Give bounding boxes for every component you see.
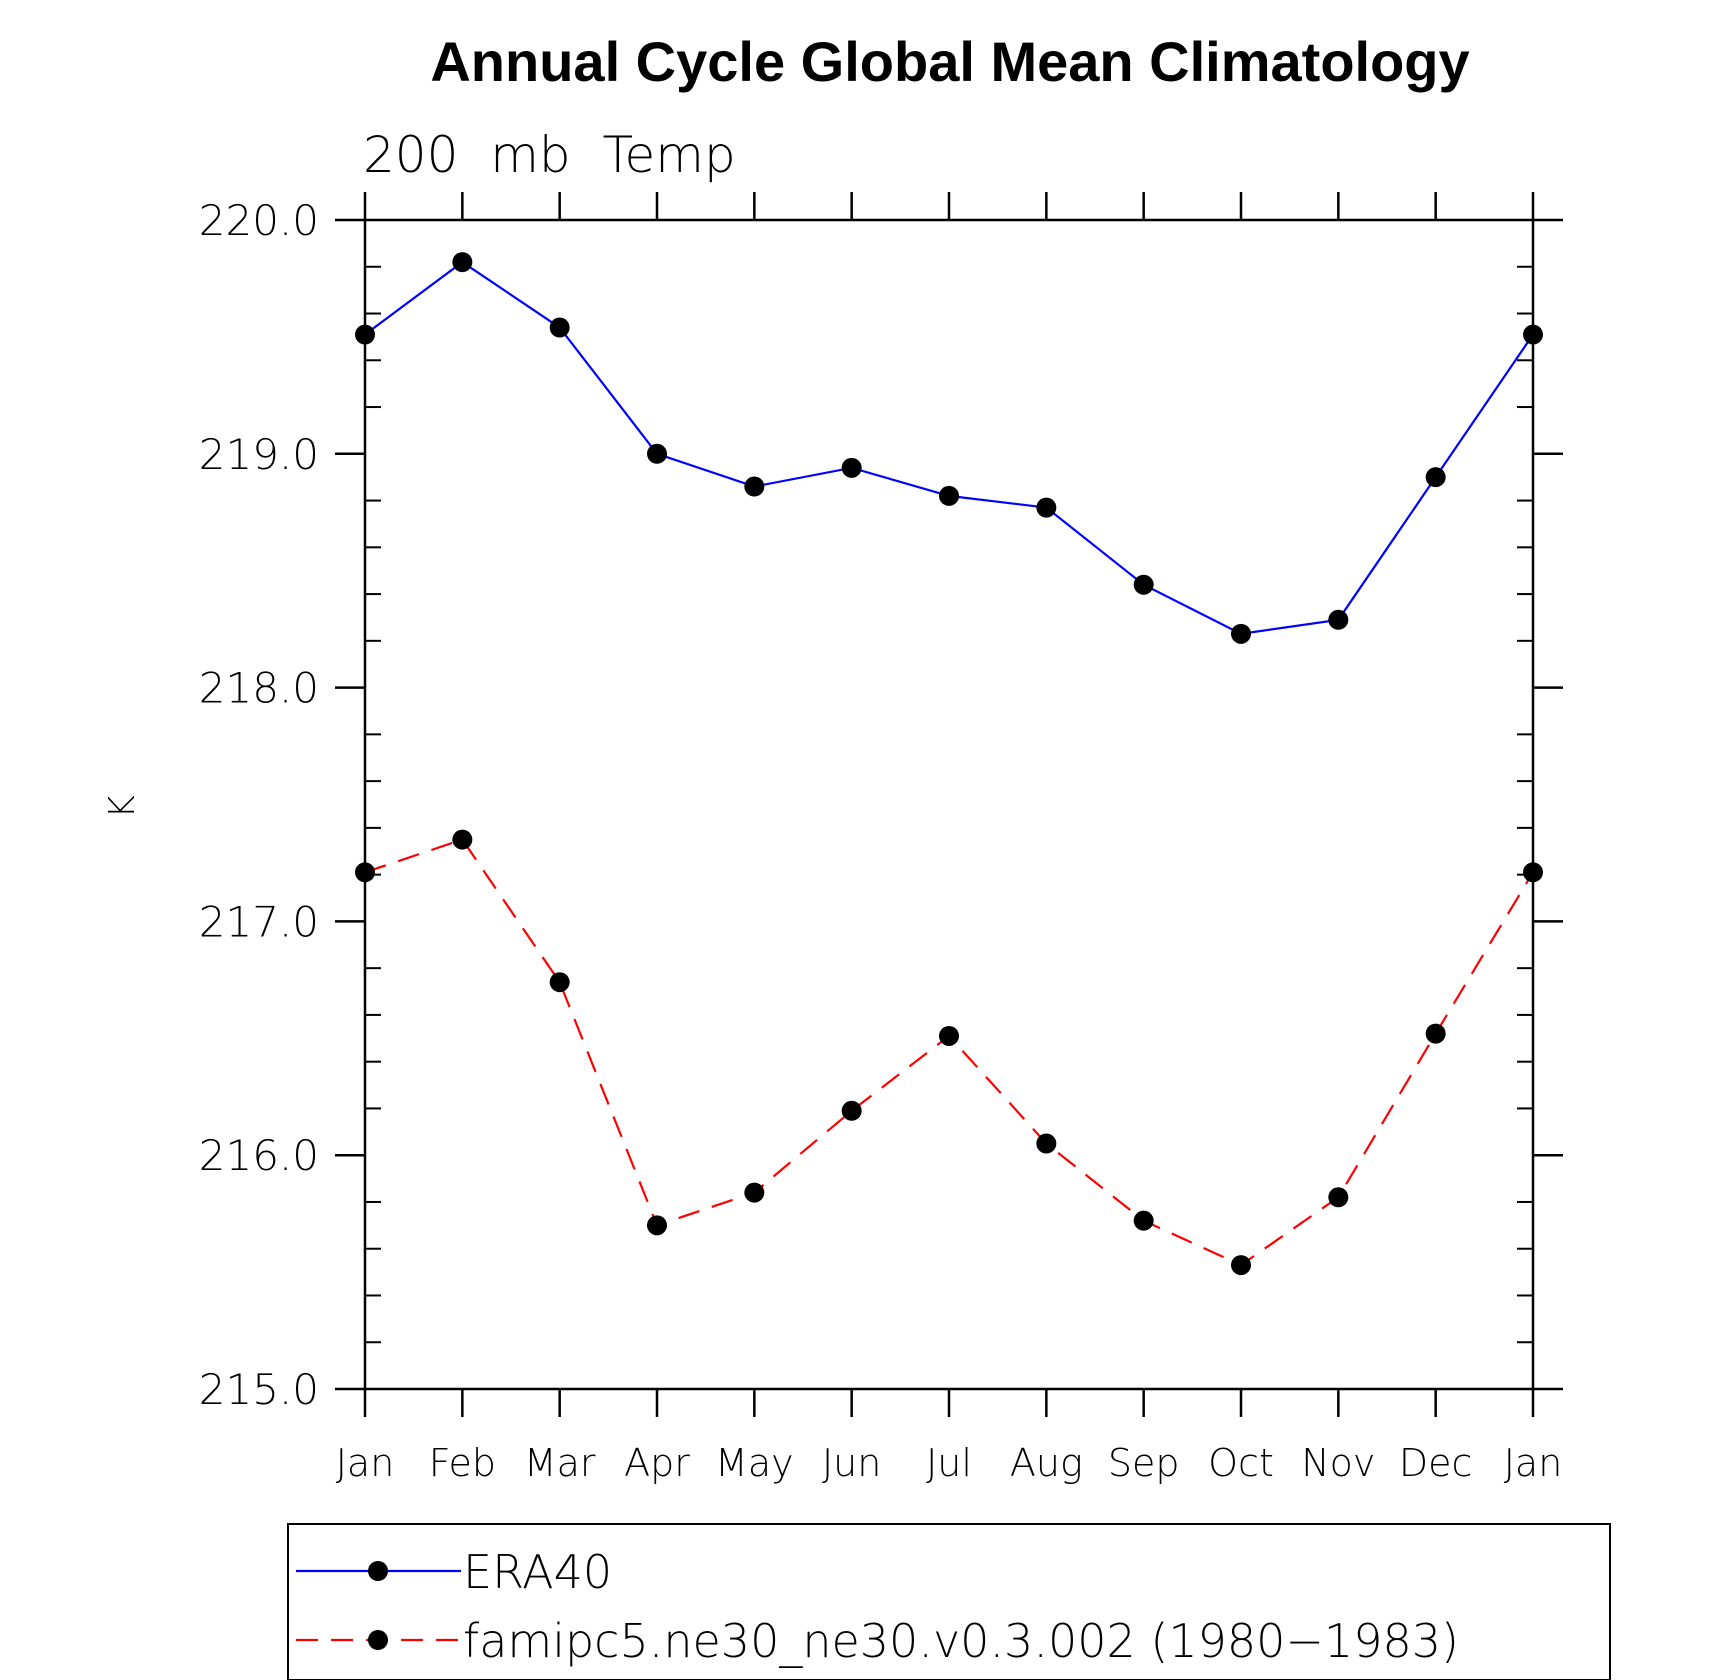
plot-frame (363, 218, 1535, 1391)
x-tick-label: Jul (926, 1441, 972, 1485)
x-tick-label: Aug (1010, 1441, 1083, 1485)
y-tick-label: 217.0 (199, 897, 319, 946)
x-tick-label: Dec (1399, 1441, 1473, 1485)
data-point (1231, 1255, 1251, 1276)
data-point (1328, 609, 1349, 630)
data-point (744, 1182, 765, 1203)
data-point (1523, 862, 1543, 883)
legend-label: ERA40 (463, 1545, 612, 1599)
y-tick-label: 215.0 (199, 1365, 319, 1414)
data-point (1036, 1133, 1057, 1154)
legend-label: famipc5.ne30_ne30.v0.3.002 (1980−1983) (463, 1614, 1459, 1668)
data-point (841, 457, 862, 478)
series-2 (355, 829, 1543, 1276)
chart-subtitle: 200 mb Temp (363, 126, 736, 184)
x-tick-label: Jan (1504, 1441, 1563, 1485)
legend-box (287, 1523, 1611, 1680)
y-axis-label: K (102, 795, 143, 819)
data-point (1328, 1187, 1349, 1208)
x-tick-label: Jun (822, 1441, 881, 1485)
series-1 (355, 252, 1543, 644)
chart-title: Annual Cycle Global Mean Climatology (430, 30, 1469, 93)
data-point (647, 1215, 667, 1236)
y-tick-label: 220.0 (199, 196, 319, 245)
x-tick-label: Jan (336, 1441, 395, 1485)
data-point (1231, 623, 1251, 644)
data-point (939, 485, 959, 506)
y-tick-labels: 215.0 216.0 217.0 218.0 219.0 220.0 (199, 196, 319, 1414)
y-tick-label: 219.0 (199, 430, 319, 479)
data-point (549, 317, 570, 338)
data-point (355, 324, 375, 345)
series-layer (355, 252, 1543, 1276)
x-tick-labels: Jan Feb Mar Apr May Jun Jul Aug Sep Oct Nov Dec Jan (336, 1441, 1563, 1485)
data-point (939, 1025, 959, 1046)
data-point (1133, 574, 1154, 595)
x-tick-label: Apr (624, 1441, 690, 1485)
x-tick-label: Nov (1301, 1441, 1375, 1485)
data-point (1036, 497, 1057, 518)
data-point (647, 443, 667, 464)
x-tick-label: Mar (524, 1441, 596, 1485)
axis-ticks (335, 192, 1563, 1417)
series-line (364, 260, 1534, 635)
y-tick-label: 218.0 (199, 664, 319, 713)
x-tick-label: Oct (1208, 1441, 1274, 1485)
data-point (744, 476, 765, 497)
data-point (355, 862, 375, 883)
data-point (452, 252, 473, 273)
x-tick-label: Sep (1108, 1441, 1180, 1485)
x-tick-label: May (715, 1441, 794, 1485)
data-point (549, 972, 570, 993)
x-tick-label: Feb (429, 1441, 496, 1485)
y-tick-label: 216.0 (199, 1131, 319, 1180)
series-line (364, 838, 1534, 1267)
data-point (1133, 1210, 1154, 1231)
data-point (452, 829, 473, 850)
data-point (1425, 467, 1446, 488)
legend: ERA40 famipc5.ne30_ne30.v0.3.002 (1980−19… (296, 1545, 1459, 1668)
data-point (841, 1100, 862, 1121)
legend-marker (368, 1561, 388, 1581)
data-point (1425, 1023, 1446, 1044)
data-point (1523, 324, 1543, 345)
legend-marker (368, 1630, 388, 1650)
